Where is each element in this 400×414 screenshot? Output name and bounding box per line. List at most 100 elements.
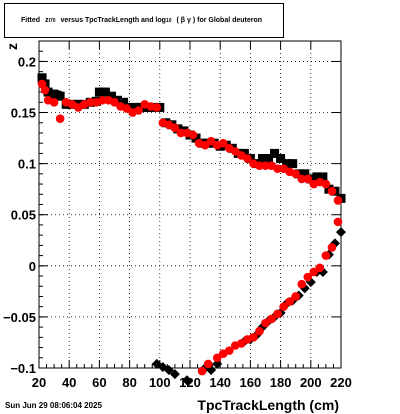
title-log-subscript: 10	[165, 17, 172, 24]
data-point	[243, 154, 252, 163]
data-point	[137, 102, 147, 112]
data-point	[197, 366, 207, 376]
y-tick-label: −0.05	[3, 310, 36, 325]
data-point	[55, 91, 65, 101]
data-point	[267, 314, 276, 324]
data-point	[119, 97, 129, 107]
title-versus: versus TpcTrackLength and log	[60, 17, 166, 24]
data-point	[237, 339, 246, 348]
y-tick-label: 0.1	[18, 157, 36, 172]
data-point	[203, 359, 213, 369]
data-point	[98, 95, 107, 105]
data-point	[55, 114, 65, 123]
data-point	[282, 159, 292, 169]
data-point	[303, 272, 313, 282]
title-tail: ( β γ ) for Global deuteron	[176, 17, 263, 24]
data-point	[300, 169, 310, 179]
x-tick-label: 220	[330, 375, 352, 390]
plot-frame	[38, 40, 342, 369]
data-point	[176, 128, 186, 138]
data-point	[40, 85, 50, 95]
data-point	[249, 333, 258, 342]
data-point	[297, 174, 307, 184]
data-point	[321, 251, 331, 260]
data-point	[312, 172, 322, 182]
timestamp: Sun Jun 29 08:06:04 2025	[5, 401, 102, 410]
y-tick-label: 0.15	[11, 106, 36, 121]
data-point	[212, 353, 222, 363]
data-point	[49, 98, 59, 107]
data-point	[152, 103, 162, 112]
data-point	[321, 179, 331, 189]
data-markers	[37, 73, 346, 386]
data-point	[327, 186, 337, 196]
data-point	[297, 279, 307, 289]
x-tick-label: 20	[32, 375, 46, 390]
data-point	[255, 326, 264, 336]
x-tick-label: 160	[240, 375, 262, 390]
data-point	[163, 365, 174, 376]
data-point	[231, 147, 240, 156]
data-point	[188, 130, 198, 140]
data-point	[86, 98, 95, 107]
data-point	[273, 309, 282, 319]
data-point	[110, 98, 119, 107]
x-tick-label: 120	[179, 375, 201, 390]
data-point	[291, 169, 301, 179]
data-point	[264, 154, 274, 164]
data-point	[100, 87, 110, 97]
data-point	[291, 292, 301, 301]
data-point	[106, 91, 116, 101]
data-point	[261, 161, 270, 170]
data-point	[218, 138, 228, 148]
x-tick-label: 100	[149, 375, 171, 390]
chart-title-box: Fitted z I70 versus TpcTrackLength and l…	[4, 3, 284, 38]
data-point	[336, 227, 346, 238]
data-point	[285, 297, 294, 306]
data-point	[273, 164, 282, 174]
data-point	[122, 104, 131, 113]
data-point	[170, 123, 180, 133]
data-point	[288, 159, 298, 169]
x-tick-label: 40	[62, 375, 76, 390]
x-tick-label: 60	[92, 375, 106, 390]
y-tick-label: 0	[29, 259, 36, 274]
data-point	[327, 243, 337, 252]
data-point	[206, 136, 216, 146]
data-point	[270, 148, 280, 158]
y-tick-label: −0.1	[10, 361, 36, 376]
data-point	[257, 154, 267, 164]
data-point	[169, 369, 180, 380]
data-point	[333, 196, 343, 205]
x-tick-label: 80	[122, 375, 136, 390]
data-point	[255, 161, 264, 170]
x-axis-title: TpcTrackLength (cm)	[197, 397, 339, 413]
data-point	[333, 217, 343, 227]
data-point	[191, 133, 201, 143]
x-tick-label: 180	[270, 375, 292, 390]
data-point	[224, 346, 234, 355]
data-point	[37, 73, 47, 83]
data-point	[303, 174, 313, 184]
data-point	[279, 302, 288, 311]
data-point	[276, 154, 286, 164]
grid-lines	[39, 41, 341, 368]
data-point	[261, 318, 270, 328]
title-fitted: Fitted	[21, 17, 41, 24]
x-tick-label: 140	[209, 375, 231, 390]
y-tick-label: 0.05	[11, 208, 36, 223]
y-axis-title: z	[4, 43, 20, 50]
x-tick-label: 200	[300, 375, 322, 390]
data-point	[131, 102, 141, 112]
data-point	[134, 106, 143, 115]
data-point	[315, 263, 325, 273]
data-point	[309, 267, 319, 277]
data-point	[212, 358, 223, 369]
data-point	[318, 172, 328, 182]
data-point	[181, 375, 192, 386]
data-point	[200, 140, 210, 150]
y-tick-label: 0.2	[18, 54, 36, 69]
title-z-subscript: I70	[48, 17, 56, 24]
